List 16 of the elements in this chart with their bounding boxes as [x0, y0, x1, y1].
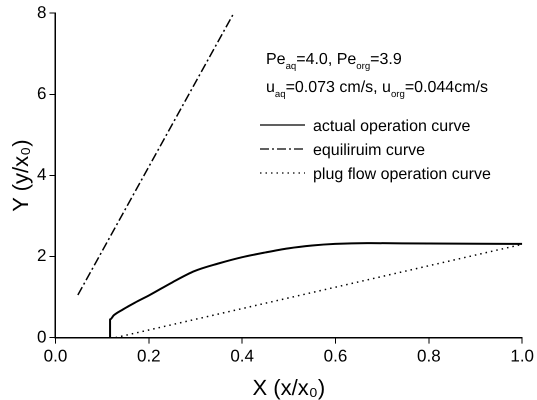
- legend-label: actual operation curve: [313, 118, 471, 135]
- legend-label: equiliruim curve: [313, 142, 426, 159]
- x-axis-title: X (x/x₀): [252, 375, 326, 400]
- y-tick-label: 6: [36, 84, 46, 103]
- x-tick-label: 0.0: [44, 346, 68, 366]
- y-tick-label: 2: [36, 246, 46, 266]
- y-tick-label: 0: [36, 327, 46, 346]
- x-tick-label: 1.0: [510, 346, 534, 366]
- x-tick-label: 0.6: [324, 346, 348, 366]
- x-tick-label: 0.8: [417, 346, 441, 366]
- x-tick-label: 0.4: [230, 346, 254, 366]
- y-tick-label: 8: [36, 2, 46, 22]
- y-axis-title: Y (y/x₀): [8, 139, 33, 212]
- y-tick-label: 4: [36, 165, 46, 184]
- legend-label: plug flow operation curve: [313, 166, 491, 183]
- x-tick-label: 0.2: [136, 346, 161, 366]
